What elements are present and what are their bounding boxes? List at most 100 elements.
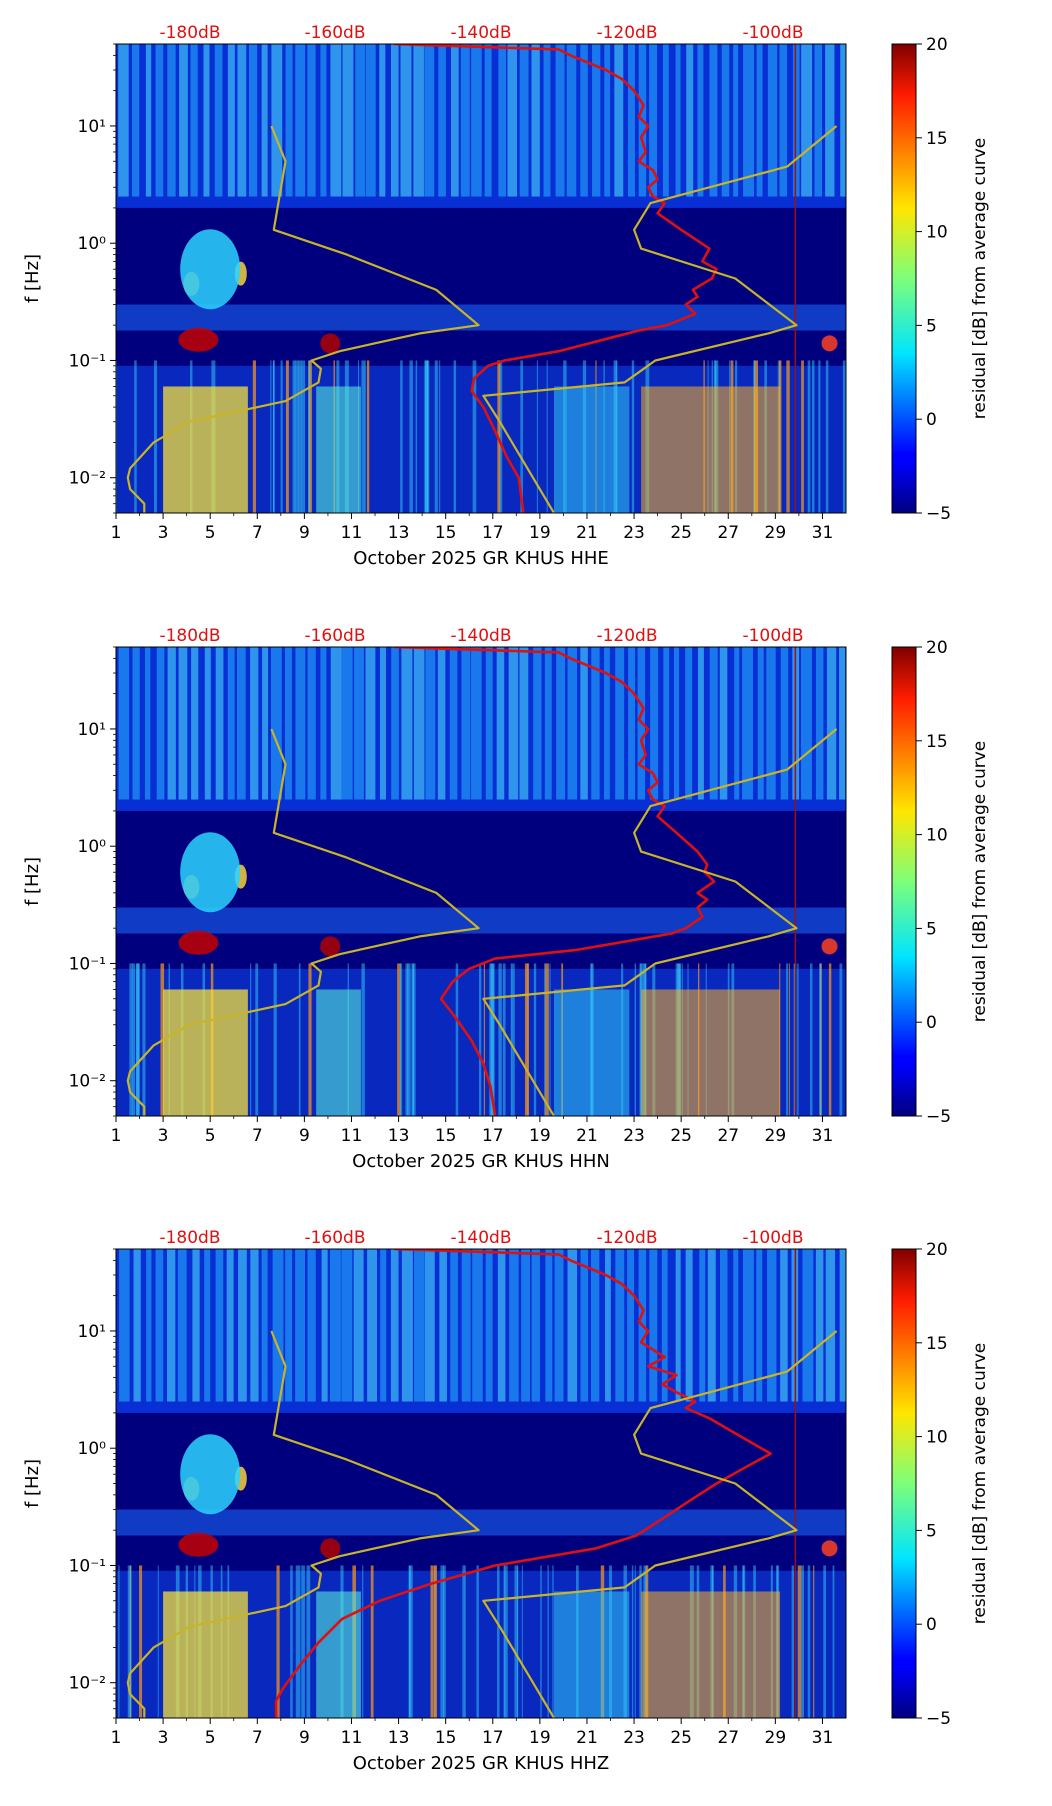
heatmap-lowfreq-streak (500, 360, 503, 513)
heatmap-lowfreq-streak (127, 1565, 132, 1718)
heatmap-lowfreq-streak (405, 963, 409, 1116)
heatmap-streak (413, 647, 425, 800)
spectrogram-image (116, 1249, 846, 1718)
heatmap-lowfreq-streak (308, 360, 311, 513)
heatmap-streak (531, 1249, 540, 1402)
heatmap-streak (721, 44, 730, 197)
heatmap-streak (341, 647, 353, 800)
heatmap-streak (461, 647, 471, 800)
heatmap-streak (662, 44, 669, 197)
heatmap-lowfreq-streak (631, 1565, 634, 1718)
heatmap-lowfreq-streak (797, 1565, 802, 1718)
heatmap-streak (507, 44, 518, 197)
heatmap-streak (390, 44, 399, 197)
heatmap-streak (498, 44, 506, 197)
colorbar-tick-label: 15 (926, 732, 948, 752)
heatmap-lowfreq-streak (786, 360, 790, 513)
top-db-label: -140dB (450, 1228, 511, 1248)
heatmap-streak (330, 647, 342, 800)
heatmap-lowfreq-streak (544, 963, 546, 1116)
heatmap-streak (686, 44, 694, 197)
heatmap-lowfreq-streak (434, 360, 438, 513)
heatmap-streak (307, 1249, 316, 1402)
colorbar-label: residual [dB] from average curve (970, 1343, 990, 1624)
heatmap-streak (329, 1249, 341, 1402)
y-tick-label: 10¹ (78, 1322, 106, 1342)
heatmap-lowfreq-streak (478, 963, 482, 1116)
heatmap-streak (661, 1249, 668, 1402)
heatmap-streak (545, 1249, 553, 1402)
noise-curve-day (393, 647, 716, 1116)
heatmap-block (316, 989, 361, 1116)
heatmap-lowfreq-streak (118, 1565, 120, 1718)
x-tick-label: 1 (111, 1728, 122, 1748)
heatmap-streak (437, 647, 446, 800)
heatmap-streak (580, 44, 588, 197)
heatmap-lowfreq-streak (549, 963, 551, 1116)
model-curve-day (126, 1330, 480, 1718)
y-axis-label: f [Hz] (22, 254, 43, 303)
model-curve-day-high (482, 125, 838, 513)
heatmap-streak (321, 1249, 328, 1402)
heatmap-streak (179, 44, 188, 197)
x-tick-label: 15 (435, 1728, 457, 1748)
x-tick-label: 5 (205, 523, 216, 543)
heatmap-streak (801, 647, 812, 800)
top-db-label: -120dB (596, 626, 657, 646)
heatmap-lowfreq-streak (639, 1565, 642, 1718)
heatmap-streak (353, 1249, 364, 1402)
heatmap-lowfreq-streak (439, 360, 441, 513)
heatmap-streak (685, 647, 693, 800)
heatmap-microseism-band (116, 304, 846, 331)
colorbar-tick-label: 20 (926, 1240, 948, 1260)
heatmap-streak (733, 1249, 739, 1402)
heatmap-streak (167, 44, 176, 197)
heatmap-microseism-band (116, 907, 846, 934)
x-tick-label: 17 (482, 1728, 504, 1748)
x-tick-label: 19 (529, 1728, 551, 1748)
x-tick-label: 9 (299, 1728, 310, 1748)
heatmap-streak (401, 1249, 413, 1402)
colorbar-tick-label: 5 (926, 919, 937, 939)
heatmap-streak (485, 1249, 493, 1402)
y-tick-label: 10⁻¹ (69, 1556, 106, 1576)
heatmap-streak (145, 44, 152, 197)
heatmap-block (163, 1591, 248, 1718)
heatmap-lowfreq-streak (397, 963, 401, 1116)
heatmap-streak (214, 44, 223, 197)
heatmap-streak (508, 647, 519, 800)
heatmap-streak (627, 44, 635, 197)
heatmap-lowfreq-streak (818, 360, 821, 513)
heatmap-lowfreq-streak (430, 1565, 434, 1718)
heatmap-lowfreq-streak (443, 1565, 446, 1718)
heatmap-streak (451, 44, 459, 197)
heatmap-event-blob (320, 936, 341, 957)
heatmap-lowfreq-streak (502, 963, 506, 1116)
heatmap-streak (261, 1249, 268, 1402)
colorbar-tick-label: 15 (926, 129, 948, 149)
colorbar: 20 15 10 5 0 −5 residual [dB] from average cur… (891, 638, 990, 1127)
heatmap-streak (580, 1249, 589, 1402)
heatmap-streak (627, 1249, 635, 1402)
colorbar-tick-label: 10 (926, 1428, 948, 1448)
heatmap-microseism-band (116, 1509, 846, 1536)
colorbar-tick-label: 0 (926, 1013, 937, 1033)
heatmap-streak (133, 1249, 141, 1402)
heatmap-lowfreq-streak (250, 963, 252, 1116)
heatmap-lowfreq-streak (273, 360, 275, 513)
heatmap-streak (567, 647, 578, 800)
heatmap-lowfreq-streak (813, 1565, 815, 1718)
heatmap-lowfreq-streak (483, 963, 485, 1116)
heatmap-event-blob (821, 938, 838, 955)
heatmap-streak (697, 44, 704, 197)
heatmap-streak (271, 44, 283, 197)
heatmap-streak (580, 647, 588, 800)
heatmap-lowfreq-streak (552, 1565, 554, 1718)
heatmap-lowfreq-streak (364, 360, 366, 513)
heatmap-streak (533, 647, 542, 800)
heatmap-lowfreq-streak (290, 1565, 293, 1718)
heatmap-lowfreq-streak (424, 360, 429, 513)
heatmap-lowfreq-streak (809, 963, 813, 1116)
x-tick-label: 27 (717, 523, 739, 543)
